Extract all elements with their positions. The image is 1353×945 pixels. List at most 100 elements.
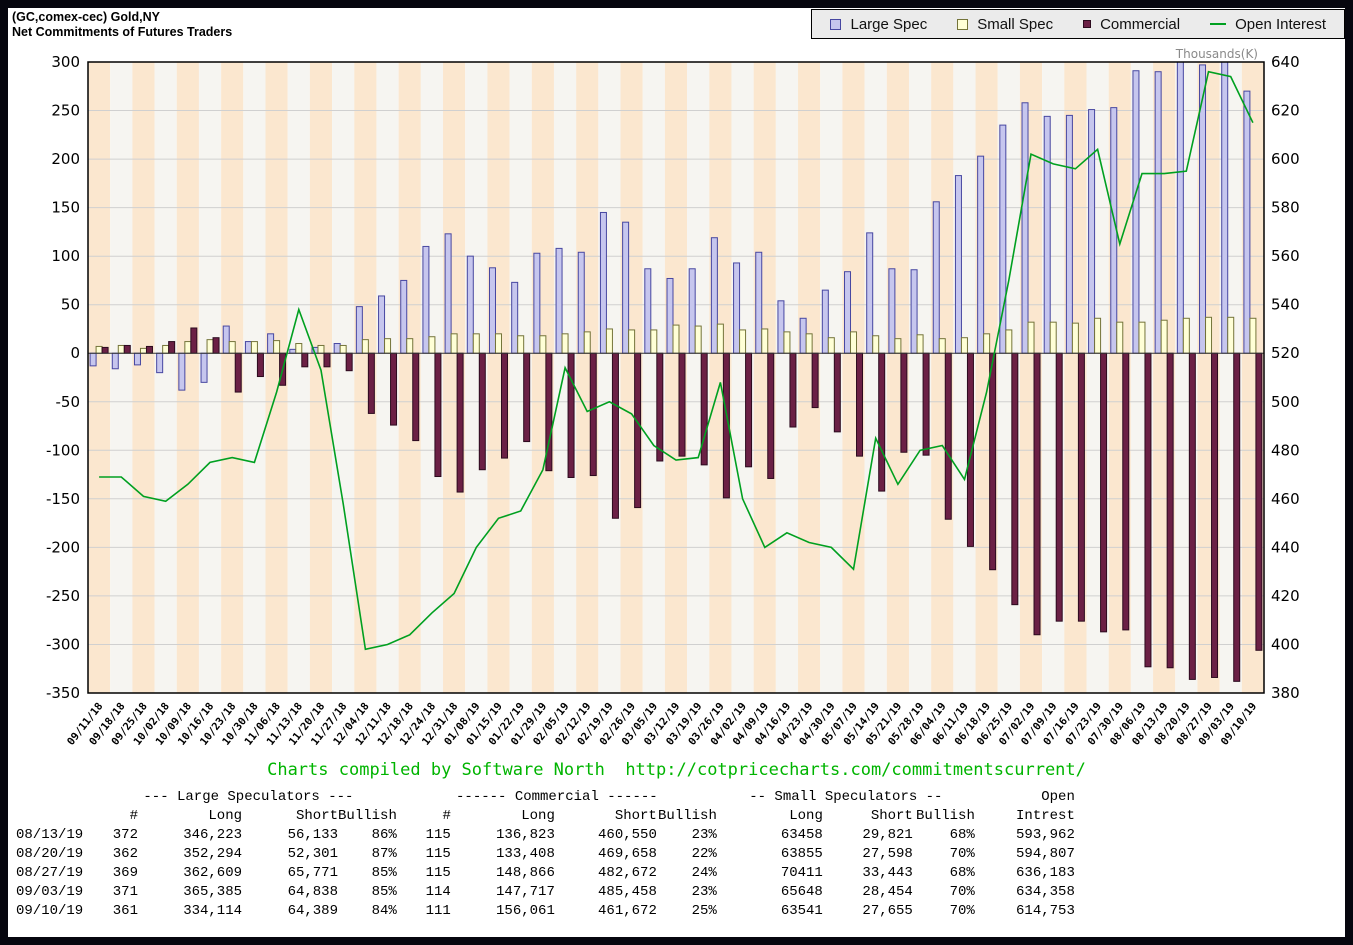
- row-value: 461,672: [598, 903, 657, 919]
- bar: [1176, 61, 1184, 354]
- svg-text:600: 600: [1271, 150, 1300, 168]
- row-value: 63541: [780, 903, 823, 919]
- bar: [755, 251, 763, 354]
- bar: [428, 336, 436, 354]
- bar: [1243, 90, 1251, 354]
- svg-text:640: 640: [1271, 53, 1300, 71]
- svg-text:500: 500: [1271, 393, 1300, 411]
- bar: [367, 352, 375, 414]
- bar: [983, 333, 991, 354]
- group-header: --- Large Speculators ---: [143, 789, 354, 805]
- bar: [301, 352, 309, 368]
- bar: [500, 352, 508, 459]
- bar: [1249, 317, 1257, 354]
- table-row: 08/13/19 372 346,223 56,133 86% 115 136,823 460…: [16, 826, 1075, 845]
- svg-text:200: 200: [51, 150, 80, 168]
- bar: [833, 352, 841, 433]
- bar: [872, 335, 880, 354]
- row-value: 23%: [691, 827, 717, 843]
- bar: [323, 352, 331, 368]
- bar: [666, 277, 674, 354]
- row-value: 594,807: [1016, 846, 1075, 862]
- bar: [716, 323, 724, 354]
- bar: [922, 352, 930, 456]
- row-value: 24%: [691, 865, 717, 881]
- large-spec-bars: [89, 61, 1251, 391]
- bar: [345, 352, 353, 372]
- bar: [466, 255, 474, 354]
- svg-text:540: 540: [1271, 296, 1300, 314]
- column-header: Short: [870, 808, 913, 824]
- plot-frame: [87, 61, 1265, 694]
- column-header: Bullish: [916, 808, 975, 824]
- row-value: 365,385: [183, 884, 242, 900]
- row-value: 115: [425, 865, 451, 881]
- bar: [611, 352, 619, 519]
- bar: [472, 333, 480, 354]
- table-column-header-row: # Long Short Bullish # Long Short Bullish Long Sh…: [16, 807, 1075, 826]
- column-header: Bullish: [658, 808, 717, 824]
- row-value: 634,358: [1016, 884, 1075, 900]
- bar: [1221, 61, 1229, 354]
- svg-text:-50: -50: [56, 393, 81, 411]
- row-value: 85%: [371, 884, 397, 900]
- svg-text:-250: -250: [46, 587, 80, 605]
- table-row: 09/10/19 361 334,114 64,389 84% 111 156,061 461…: [16, 902, 1075, 921]
- svg-text:520: 520: [1271, 344, 1300, 362]
- svg-text:620: 620: [1271, 102, 1300, 120]
- row-value: 27,598: [862, 846, 913, 862]
- bar: [200, 352, 208, 383]
- legend-label: Commercial: [1100, 15, 1181, 33]
- bar: [145, 345, 153, 354]
- bar: [1144, 352, 1152, 668]
- row-value: 372: [112, 827, 138, 843]
- bar: [977, 155, 985, 354]
- chart-legend: Large Spec Small Spec Commercial Open Inter…: [811, 9, 1345, 39]
- bar: [222, 325, 230, 354]
- bar: [844, 271, 852, 354]
- bar: [944, 352, 952, 520]
- bar: [1055, 352, 1063, 622]
- bar: [1100, 352, 1108, 633]
- row-value: 111: [425, 903, 451, 919]
- bar: [1166, 352, 1174, 669]
- bar: [589, 352, 597, 477]
- bar: [1043, 115, 1051, 354]
- bar: [1005, 329, 1013, 354]
- bar: [523, 352, 531, 443]
- bar: [267, 333, 275, 354]
- bar: [1116, 321, 1124, 354]
- svg-text:-100: -100: [46, 441, 80, 459]
- column-header: Intrest: [1016, 808, 1075, 824]
- bar: [561, 333, 569, 354]
- row-value: 156,061: [496, 903, 555, 919]
- bar: [361, 339, 369, 354]
- bar: [878, 352, 886, 492]
- bar: [678, 352, 686, 457]
- bar: [89, 352, 97, 367]
- bar: [1132, 70, 1140, 354]
- row-value: 614,753: [1016, 903, 1075, 919]
- column-header: Long: [208, 808, 242, 824]
- row-value: 369: [112, 865, 138, 881]
- bar: [932, 201, 940, 354]
- bar: [628, 329, 636, 354]
- bar: [811, 352, 819, 409]
- bar: [700, 352, 708, 466]
- bar: [422, 245, 430, 354]
- legend-item-commercial: Commercial: [1083, 16, 1180, 33]
- bar: [1227, 316, 1235, 354]
- bar: [139, 347, 147, 354]
- legend-item-small-spec: Small Spec: [957, 16, 1053, 33]
- chart-subtitle: Net Commitments of Futures Traders: [12, 25, 233, 39]
- svg-text:400: 400: [1271, 636, 1300, 654]
- column-header: Bullish: [338, 808, 397, 824]
- row-value: 115: [425, 827, 451, 843]
- svg-text:300: 300: [51, 53, 80, 71]
- background-stripes: [88, 62, 1264, 693]
- bar: [622, 221, 630, 354]
- bar: [783, 331, 791, 354]
- svg-text:-300: -300: [46, 636, 80, 654]
- open-interest-swatch-icon: [1210, 23, 1227, 25]
- row-value: 23%: [691, 884, 717, 900]
